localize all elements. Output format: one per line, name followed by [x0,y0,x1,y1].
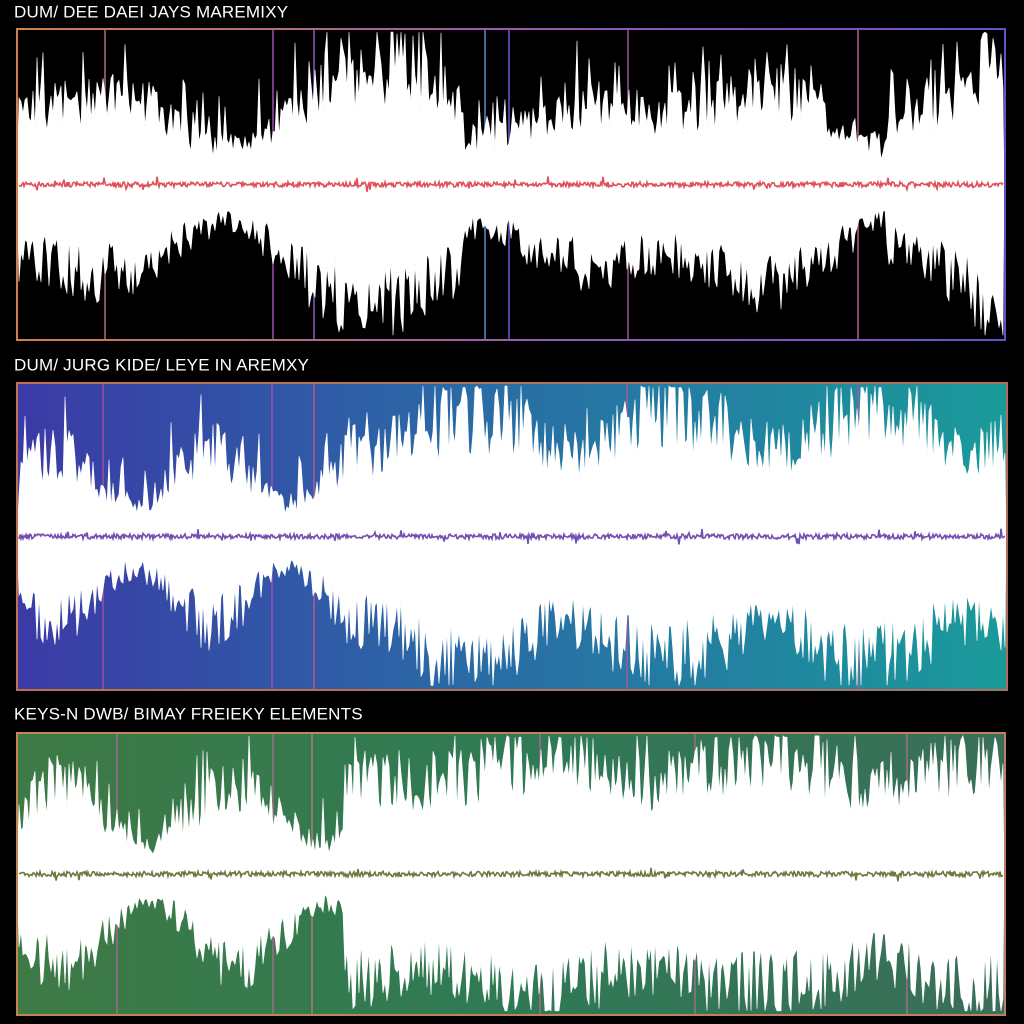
center-signal [18,867,1004,882]
track-border [16,382,1008,691]
track-panel [16,732,1006,1016]
track-border [16,28,1006,341]
center-signal [18,528,1006,545]
track-panel [16,382,1008,691]
track-border [16,732,1006,1016]
center-signal [18,176,1004,193]
track-title: DUM/ DEE DAEI JAYS MAREMIXY [14,2,288,21]
track-title: KEYS-N DWB/ BIMAY FREIEKY ELEMENTS [14,704,363,723]
track-panel [16,28,1006,341]
track-title: DUM/ JURG KIDE/ LEYE IN AREMXY [14,355,309,374]
